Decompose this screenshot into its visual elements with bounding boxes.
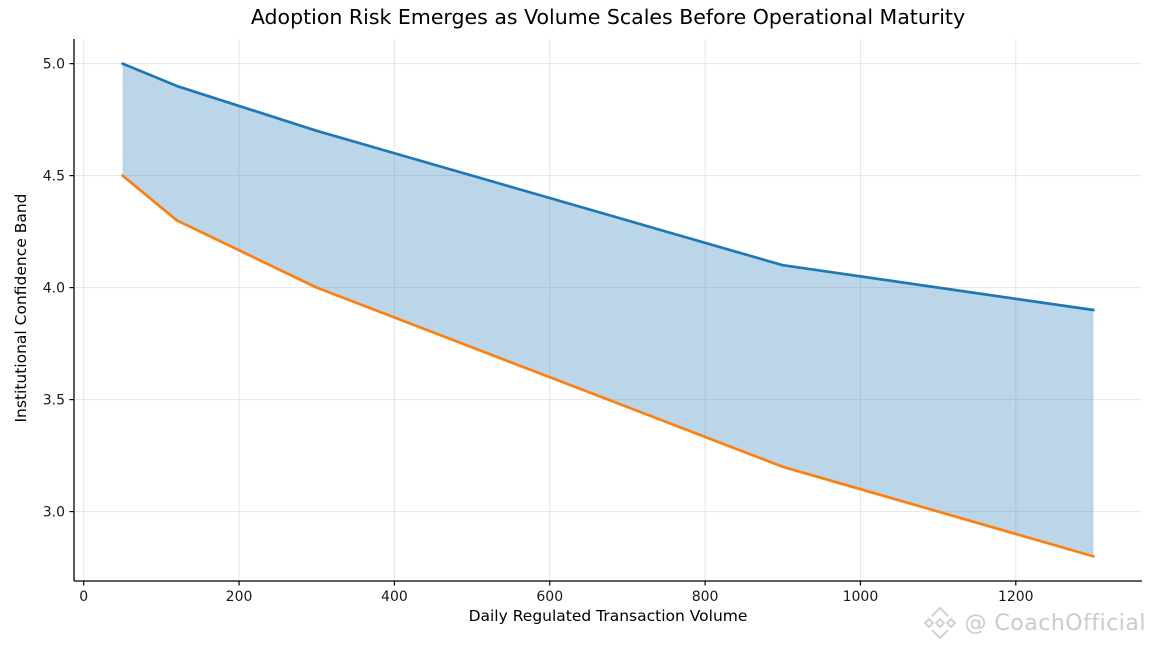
x-tick-label: 1200: [998, 589, 1034, 605]
y-tick-label: 3.5: [43, 392, 65, 408]
x-tick-label: 400: [381, 589, 408, 605]
chart-title: Adoption Risk Emerges as Volume Scales B…: [250, 5, 966, 29]
x-axis-label: Daily Regulated Transaction Volume: [468, 607, 748, 625]
y-tick-label: 4.5: [43, 169, 65, 185]
y-axis-label: Institutional Confidence Band: [12, 193, 30, 423]
y-tick-label: 4.0: [43, 281, 65, 297]
lower_confidence_bound-line: [121, 174, 1095, 558]
x-tick-label: 800: [692, 589, 719, 605]
confidence-band-fill: [122, 63, 1094, 557]
x-tick-label: 1000: [843, 589, 879, 605]
upper_confidence_bound-line: [121, 62, 1095, 312]
x-tick-label: 0: [79, 589, 88, 605]
x-tick-label: 200: [226, 589, 253, 605]
y-tick-label: 5.0: [43, 57, 65, 73]
y-tick-label: 3.0: [43, 504, 65, 520]
x-tick-label: 600: [536, 589, 563, 605]
